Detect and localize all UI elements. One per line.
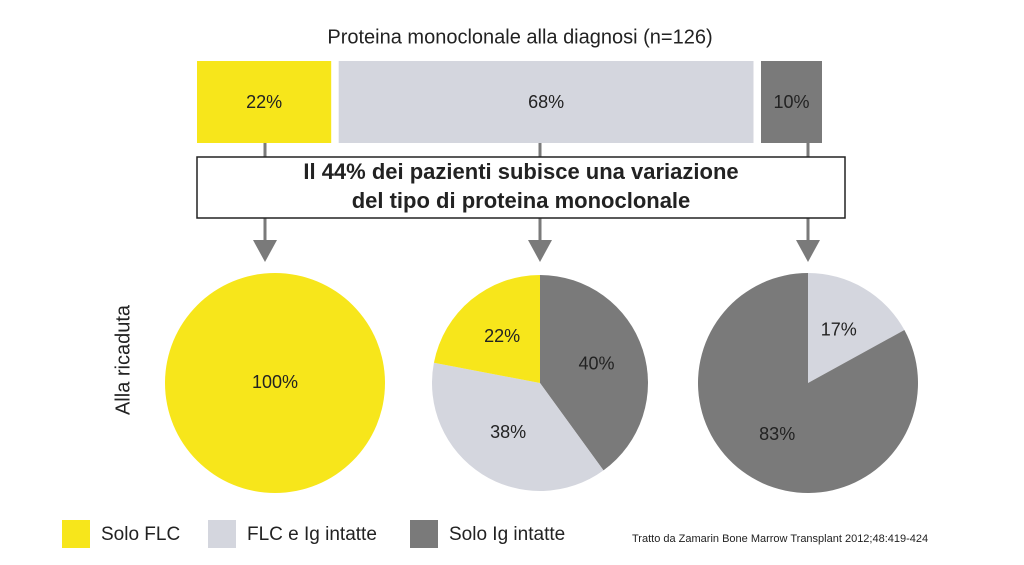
value-label: 22% (484, 326, 520, 346)
bar-segment (338, 61, 754, 143)
bar-segment (197, 61, 332, 143)
legend-label: FLC e Ig intatte (247, 524, 377, 545)
annotation: del tipo di proteina monoclonale (352, 188, 691, 213)
bar-segment (761, 61, 822, 143)
value-label: 10% (773, 92, 809, 112)
annotation-box (196, 156, 846, 219)
pie-slice (165, 273, 385, 493)
legend-swatch (62, 520, 90, 548)
value-label: 100% (252, 372, 298, 392)
chart-title: Proteina monoclonale alla diagnosi (n=12… (327, 26, 712, 48)
legend-swatch (208, 520, 236, 548)
value-label: 17% (821, 320, 857, 340)
pie-slice (808, 273, 905, 383)
value-label: 40% (578, 353, 614, 373)
value-label: 83% (759, 424, 795, 444)
pie-slice (540, 275, 649, 471)
pie-slice (433, 275, 540, 383)
legend-swatch (410, 520, 438, 548)
pie-slice (431, 362, 604, 492)
value-label: 38% (490, 422, 526, 442)
legend-label: Solo FLC (101, 524, 180, 545)
source: Tratto da Zamarin Bone Marrow Transplant… (632, 533, 928, 545)
value-label: 22% (246, 92, 282, 112)
row-label: Alla ricaduta (112, 304, 134, 415)
pie-slice (697, 273, 918, 493)
legend-label: Solo Ig intatte (449, 524, 565, 545)
annotation: Il 44% dei pazienti subisce una variazio… (303, 159, 738, 184)
value-label: 68% (528, 92, 564, 112)
